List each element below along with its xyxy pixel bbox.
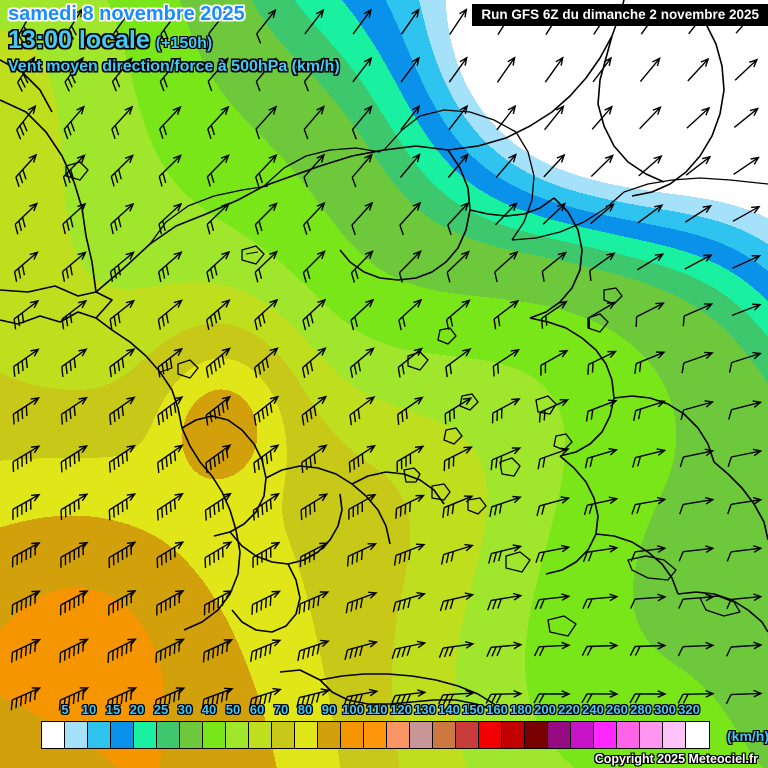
parameter-label: Vent moyen direction/force à 500hPa (km/… [8,58,340,75]
legend-swatch [686,722,709,748]
legend-tick: 120 [390,702,412,717]
legend-tick: 15 [105,702,121,717]
forecast-time-line: 13:00 locale (+150h) [8,28,340,53]
forecast-leadtime-label: (+150h) [155,35,213,52]
legend-swatch [341,722,364,748]
legend-swatch [272,722,295,748]
legend-swatch [318,722,341,748]
map-title-block: samedi 8 novembre 2025 13:00 locale (+150… [8,4,340,75]
legend-swatch [364,722,387,748]
legend-tick: 90 [321,702,337,717]
legend-tick: 10 [81,702,97,717]
legend-swatch [571,722,594,748]
legend-swatch [617,722,640,748]
copyright-label: Copyright 2025 Meteociel.fr [594,752,758,766]
legend-swatch [295,722,318,748]
legend-tick: 40 [201,702,217,717]
legend-swatch [663,722,686,748]
legend-tick: 240 [582,702,604,717]
legend-swatch [548,722,571,748]
legend-swatch [65,722,88,748]
legend-swatch [134,722,157,748]
legend-swatch [88,722,111,748]
legend-swatch [479,722,502,748]
legend-tick: 5 [61,702,69,717]
legend-tick: 280 [630,702,652,717]
legend-swatch [249,722,272,748]
legend-tick: 80 [297,702,313,717]
legend-swatch [226,722,249,748]
legend-swatch [203,722,226,748]
legend-swatch [157,722,180,748]
legend-tick: 50 [225,702,241,717]
legend-tick: 300 [654,702,676,717]
legend-tick: 200 [534,702,556,717]
legend-swatch [180,722,203,748]
legend-swatch [111,722,134,748]
legend-tick: 260 [606,702,628,717]
legend-tick: 110 [366,702,388,717]
legend-tick: 30 [177,702,193,717]
legend-tick: 220 [558,702,580,717]
legend-swatch [502,722,525,748]
legend-swatch [594,722,617,748]
legend-tick: 140 [438,702,460,717]
legend-swatch [387,722,410,748]
legend-color-bar [41,721,710,749]
legend-swatch [456,722,479,748]
model-run-banner: Run GFS 6Z du dimanche 2 novembre 2025 [472,4,768,26]
legend-tick: 160 [486,702,508,717]
legend-swatch [410,722,433,748]
legend-swatch [42,722,65,748]
legend-tick: 180 [510,702,532,717]
legend-tick: 70 [273,702,289,717]
legend-swatch [433,722,456,748]
legend-tick: 320 [678,702,700,717]
forecast-time-label: 13:00 locale [8,26,150,54]
legend-tick: 25 [153,702,169,717]
legend-tick: 20 [129,702,145,717]
legend-swatch [525,722,548,748]
legend-swatch [640,722,663,748]
forecast-date-label: samedi 8 novembre 2025 [8,3,245,25]
legend-tick: 150 [462,702,484,717]
legend-tick-labels: 5 10 15 20 25 30 40 50 60 70 80 90 100 110 120 130 140 15… [0,702,768,720]
legend-tick: 60 [249,702,265,717]
legend-tick: 100 [342,702,364,717]
legend-unit-label: (km/h) [727,728,768,744]
legend-tick: 130 [414,702,436,717]
color-scale-legend: 5 10 15 20 25 30 40 50 60 70 80 90 100 110 120 130 140 15… [0,702,768,768]
